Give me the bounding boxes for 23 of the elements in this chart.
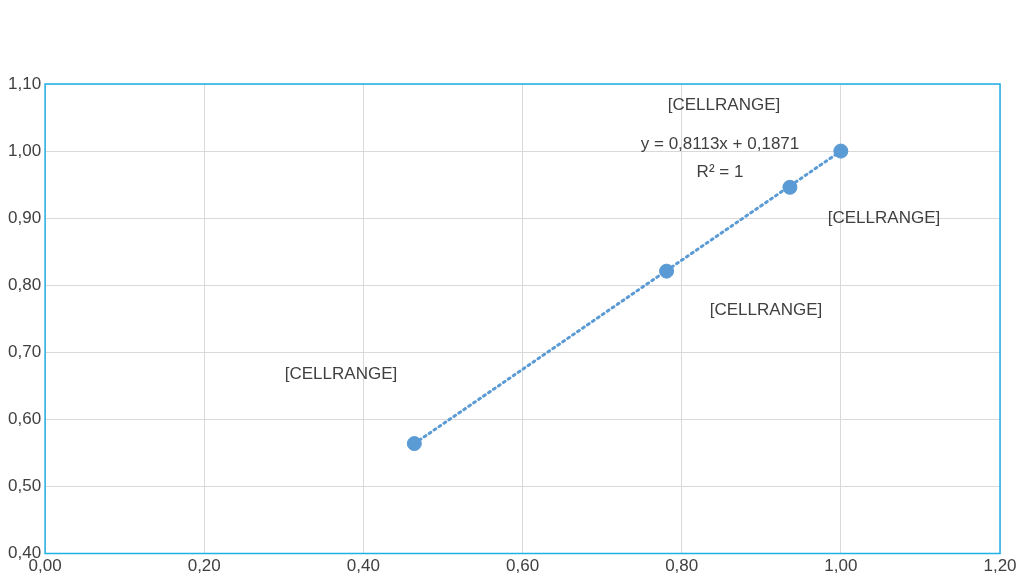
point [406, 436, 422, 452]
annotation: R² = 1 [696, 161, 744, 181]
y-tick-label: 1,10 [7, 73, 42, 93]
point [833, 143, 849, 159]
annotation: [CELLRANGE] [827, 207, 941, 227]
x-tick-label: 0,80 [665, 556, 699, 576]
point [782, 179, 798, 195]
x-tick-label: 1,00 [824, 556, 858, 576]
y-tick-label: 0,70 [7, 342, 42, 362]
annotation: y = 0,8113x + 0,1871 [640, 133, 800, 153]
y-tick-label: 0,50 [7, 476, 42, 496]
y-tick-label: 0,60 [7, 409, 42, 429]
y-tick-label: 0,80 [7, 274, 42, 294]
annotation: [CELLRANGE] [284, 363, 398, 383]
annotation: [CELLRANGE] [709, 299, 823, 319]
x-tick-label: 0,20 [187, 556, 221, 576]
x-tick-label: 0,40 [346, 556, 380, 576]
point [659, 263, 675, 279]
x-tick-label: 0,60 [506, 556, 540, 576]
x-tick-label: 1,20 [983, 556, 1017, 576]
annotation: [CELLRANGE] [667, 94, 781, 114]
y-tick-label: 0,90 [7, 207, 42, 227]
y-tick-label: 1,00 [7, 140, 42, 160]
